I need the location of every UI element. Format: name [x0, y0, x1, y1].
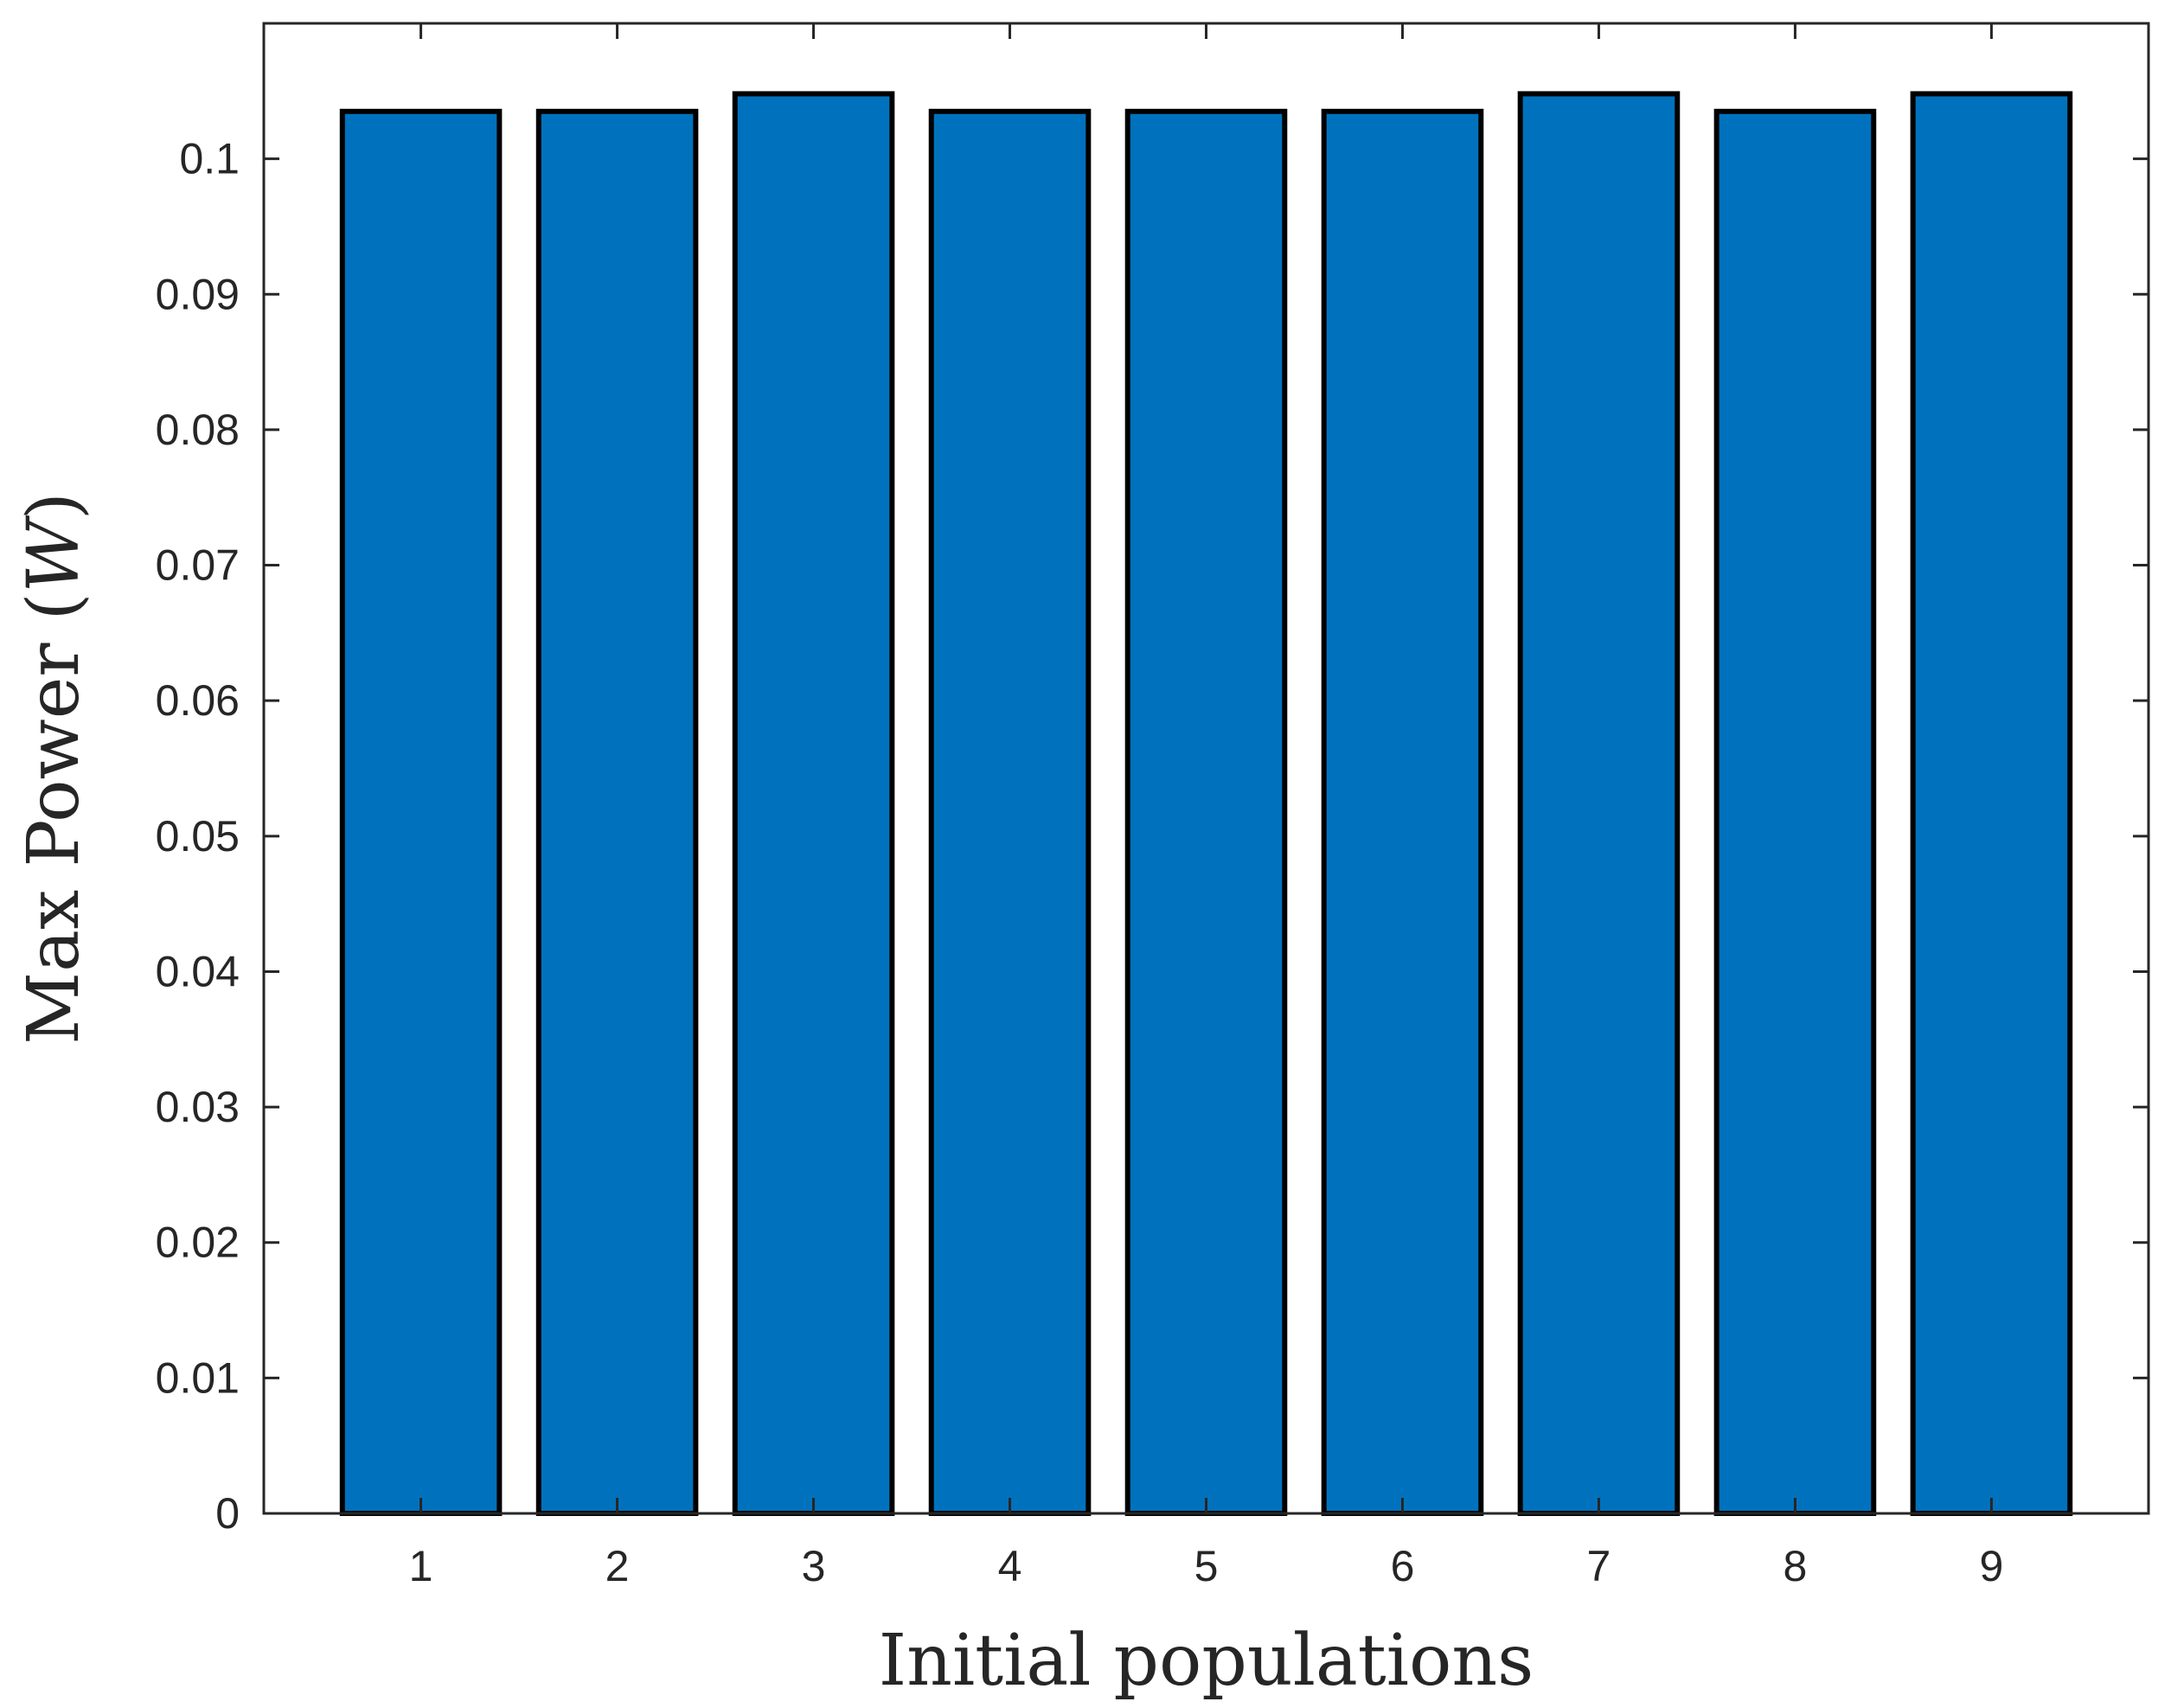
y-tick-labels: 0 0.01 0.02 0.03 0.04 0.05 0.06 0.07 0.08 0.09 0.1	[156, 135, 240, 1538]
x-axis-label: Initial populations	[879, 1620, 1534, 1702]
ticks-group	[264, 23, 2149, 1515]
x-tick-label: 7	[1587, 1542, 1611, 1590]
y-tick-label: 0.02	[156, 1219, 240, 1267]
y-tick-label: 0.05	[156, 812, 240, 860]
x-tick-label: 5	[1194, 1542, 1219, 1590]
y-tick-label: 0.1	[179, 135, 240, 183]
x-tick-label: 3	[802, 1542, 826, 1590]
x-tick-label: 9	[1980, 1542, 2004, 1590]
y-tick-label: 0.08	[156, 406, 240, 454]
y-axis-label-unit: W	[13, 515, 95, 592]
y-tick-label: 0.09	[156, 270, 240, 318]
y-tick-label: 0.04	[156, 947, 240, 995]
x-tick-label: 4	[998, 1542, 1022, 1590]
x-tick-labels: 1 2 3 4 5 6 7 8 9	[409, 1542, 2004, 1590]
bar-5	[1124, 108, 1288, 1517]
bar-6	[1321, 108, 1484, 1517]
bars-group	[339, 91, 2073, 1517]
y-axis-label-close: )	[13, 492, 95, 520]
y-tick-label: 0.07	[156, 541, 240, 590]
y-tick-label: 0	[215, 1489, 240, 1538]
bar-4	[928, 108, 1092, 1517]
x-tick-label: 1	[409, 1542, 433, 1590]
axes-box	[262, 22, 2150, 1515]
y-tick-label: 0.01	[156, 1353, 240, 1402]
y-tick-label: 0.06	[156, 676, 240, 725]
x-tick-label: 6	[1391, 1542, 1415, 1590]
y-axis-label-text: Max Power (	[13, 592, 95, 1044]
bar-9	[1910, 91, 2073, 1516]
x-tick-label: 8	[1784, 1542, 1808, 1590]
bar-7	[1517, 91, 1681, 1516]
y-tick-label: 0.03	[156, 1083, 240, 1131]
bar-2	[535, 108, 699, 1517]
bar-1	[339, 108, 503, 1517]
y-axis-label: Max Power (W)	[13, 492, 95, 1045]
x-tick-label: 2	[605, 1542, 630, 1590]
bar-8	[1713, 108, 1877, 1517]
bar-3	[732, 91, 895, 1516]
